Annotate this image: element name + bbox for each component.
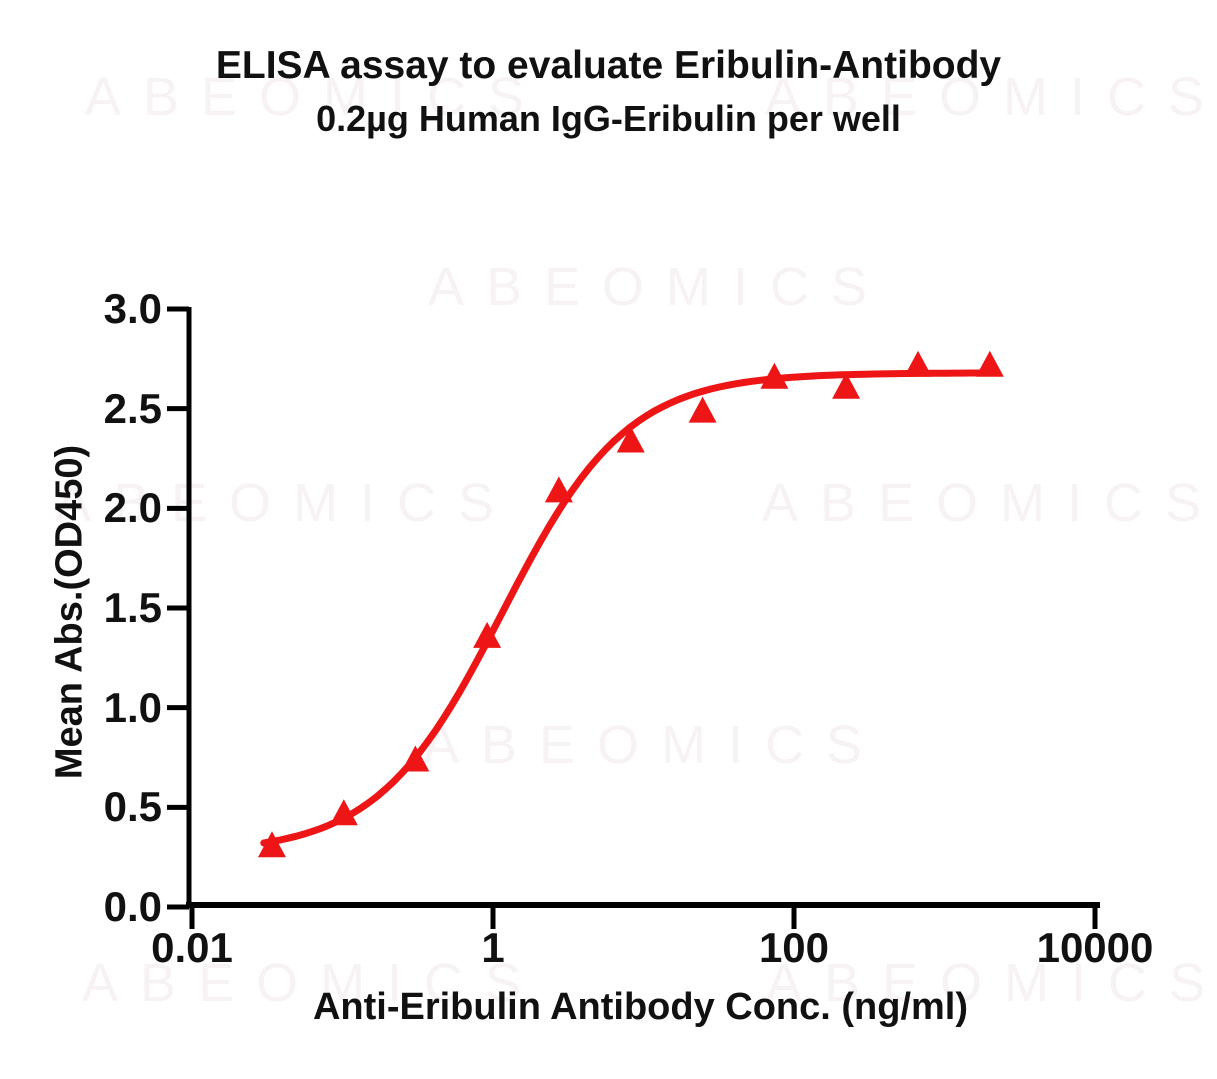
y-tick-label: 1.0	[103, 683, 162, 731]
data-point-marker	[688, 396, 717, 423]
x-tick-label: 10000	[1036, 924, 1154, 971]
watermark-text: ABEOMICS	[423, 715, 885, 775]
chart-subtitle: 0.2µg Human IgG-Eribulin per well	[316, 98, 901, 139]
data-point-marker	[329, 799, 358, 826]
data-point-marker	[832, 372, 861, 399]
chart-title: ELISA assay to evaluate Eribulin-Antibod…	[215, 44, 1002, 87]
data-point-marker	[616, 426, 645, 453]
y-tick-label: 3.0	[103, 285, 162, 332]
x-axis-title: Anti-Eribulin Antibody Conc. (ng/ml)	[312, 986, 969, 1028]
y-tick-label: 0.5	[103, 783, 162, 831]
y-tick-label: 2.0	[103, 484, 162, 532]
x-tick-label: 100	[758, 924, 830, 971]
watermark-text: ABEOMICS	[85, 67, 547, 127]
watermark-text: ABEOMICS	[762, 473, 1217, 533]
data-point-marker	[904, 350, 933, 377]
data-point-marker	[473, 621, 502, 648]
data-point-marker	[975, 350, 1004, 377]
watermark-text: ABEOMICS	[428, 257, 890, 317]
y-tick-label: 1.5	[103, 584, 162, 631]
x-tick-label: 1	[481, 924, 505, 971]
watermark-text: ABEOMICS	[82, 953, 544, 1013]
watermark-text: ABEOMICS	[765, 67, 1217, 127]
data-point-marker	[760, 362, 789, 389]
data-point-marker	[257, 831, 286, 858]
y-tick-label: 2.5	[103, 384, 162, 432]
watermark-text: ABEOMICS	[766, 953, 1217, 1013]
x-tick-label: 0.01	[151, 924, 233, 971]
data-point-marker	[544, 476, 573, 503]
y-tick-label: 0.0	[103, 883, 162, 930]
